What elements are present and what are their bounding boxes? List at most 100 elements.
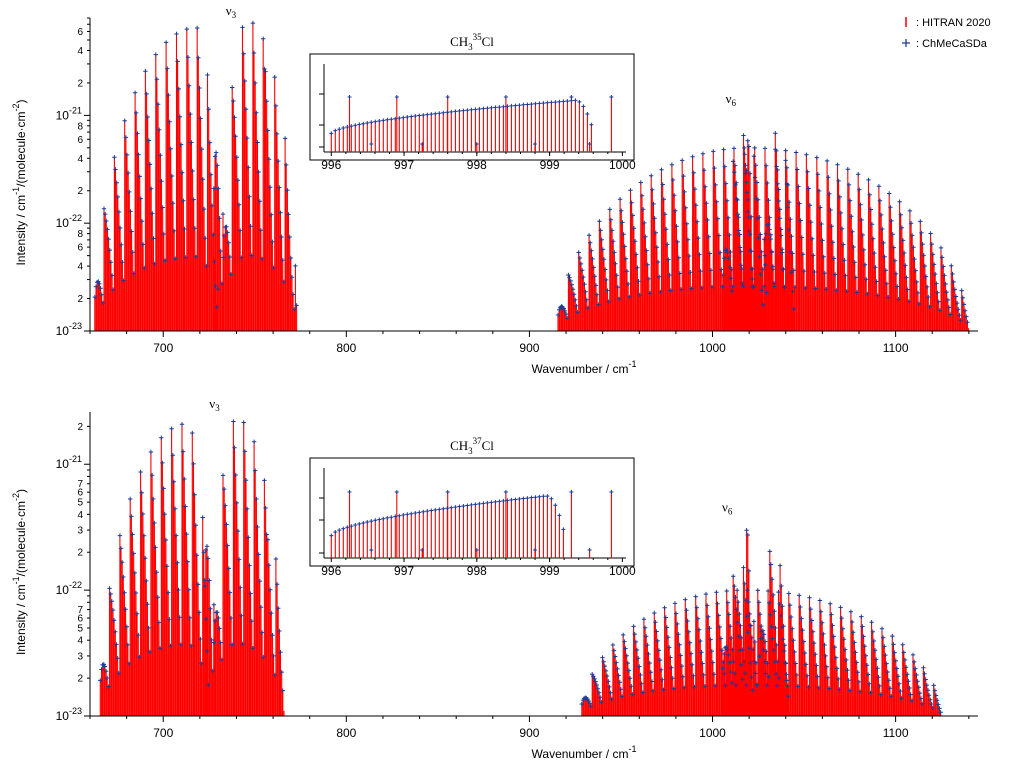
band-label-6: ν6 [726, 91, 737, 108]
legend-chmecasda-marker [902, 39, 910, 47]
inset-zoom: 996 997 998 999 1000 CH337Cl [309, 436, 636, 578]
hitran-lines [99, 421, 942, 716]
inset-x-tick-label: 999 [540, 158, 560, 172]
x-axis-title: Wavenumber / cm-1 [532, 744, 637, 761]
y-tick-label: 10-21 [56, 454, 82, 471]
y-minor-tick-label: 2 [77, 674, 83, 685]
y-minor-tick-label: 5 [77, 498, 83, 509]
inset-chmecasda-markers [329, 490, 614, 552]
chmecasda-envelope-5 [757, 549, 791, 699]
inset-frame [309, 53, 635, 161]
y-minor-tick-label: 2 [77, 186, 83, 197]
chmecasda-envelope-1 [211, 419, 285, 693]
x-tick-label: 800 [336, 726, 356, 740]
y-minor-tick-label: 7 [77, 605, 83, 616]
chmecasda-envelope-4 [720, 565, 760, 693]
axes [84, 17, 978, 337]
hitran-envelope-0 [94, 28, 219, 331]
spectrum [98, 419, 943, 716]
chmecasda-envelope-6 [744, 138, 755, 282]
x-tick-label: 900 [519, 726, 539, 740]
y-minor-tick-label: 6 [77, 135, 83, 146]
panel-ch3-35cl: 700 800 900 1000 1100 10-23 10-22 10-21 2 4 6 8 2 4 6 8… [11, 3, 978, 376]
chmecasda-envelope-3 [579, 587, 943, 715]
legend-chmecasda-label: : ChMeCaSDa [916, 38, 988, 50]
x-tick-label: 1000 [699, 726, 726, 740]
inset-frame [309, 457, 635, 567]
x-tick-label: 700 [153, 726, 173, 740]
x-tick-label: 1100 [883, 726, 909, 740]
inset-zoom: 996 997 998 999 1000 CH335Cl [309, 32, 636, 172]
x-tick-label: 1000 [699, 341, 726, 355]
chmecasda-markers [92, 20, 970, 325]
band-label-6: ν6 [722, 500, 733, 517]
y-axis-title: Intensity / cm-1/(molecule·cm-2) [11, 99, 28, 265]
y-tick-label: 10-23 [56, 706, 82, 723]
y-minor-tick-label: 6 [77, 488, 83, 499]
inset-x-tick-label: 997 [394, 158, 414, 172]
y-minor-tick-label: 5 [77, 624, 83, 635]
y-minor-tick-label: 6 [77, 27, 83, 38]
inset-x-tick-label: 996 [321, 158, 341, 172]
chmecasda-envelope-0 [92, 25, 221, 310]
inset-x-tick-label: 1000 [609, 564, 636, 578]
hitran-envelope-1 [222, 23, 298, 331]
y-axis-title: Intensity / cm-1/(molecule·cm-2) [11, 489, 28, 655]
inset-x-tick-label: 1000 [609, 158, 636, 172]
hitran-envelope-1 [213, 421, 285, 716]
y-minor-tick-label: 7 [77, 479, 83, 490]
y-minor-tick-label: 8 [77, 229, 83, 240]
y-minor-tick-label: 4 [77, 262, 83, 273]
y-minor-tick-label: 3 [77, 526, 83, 537]
chmecasda-envelope-5 [762, 131, 796, 312]
inset-x-tick-label: 998 [467, 564, 487, 578]
y-minor-tick-label: 6 [77, 614, 83, 625]
y-minor-tick-label: 2 [77, 78, 83, 89]
y-minor-tick-label: 3 [77, 651, 83, 662]
chmecasda-envelope-2 [211, 150, 226, 286]
inset-x-tick-label: 998 [467, 158, 487, 172]
x-tick-label: 700 [153, 341, 173, 355]
chmecasda-envelope-2 [202, 544, 217, 674]
chmecasda-envelope-0 [98, 422, 211, 689]
hitran-lines [94, 23, 970, 331]
hitran-envelope-2 [213, 152, 224, 331]
x-tick-label: 800 [336, 341, 356, 355]
inset-x-tick-label: 999 [540, 564, 560, 578]
inset-hitran-lines [330, 492, 612, 558]
legend: : HITRAN 2020 : ChMeCaSDa [902, 17, 991, 50]
hitran-envelope-5 [764, 133, 796, 331]
chmecasda-envelope-3 [555, 145, 970, 325]
y-minor-tick-label: 4 [77, 154, 83, 165]
band-label-3: ν3 [226, 3, 237, 20]
spectrum [92, 20, 970, 331]
x-axis-title: Wavenumber / cm-1 [532, 359, 637, 376]
axes [84, 412, 978, 722]
hitran-envelope-0 [99, 424, 209, 716]
y-minor-tick-label: 6 [77, 243, 83, 254]
y-minor-tick-label: 2 [77, 548, 83, 559]
y-minor-tick-label: 8 [77, 121, 83, 132]
x-tick-label: 900 [519, 341, 539, 355]
x-tick-label: 1100 [883, 341, 909, 355]
inset-title: CH337Cl [450, 436, 494, 456]
y-minor-tick-label: 2 [77, 294, 83, 305]
hitran-envelope-2 [204, 546, 215, 716]
chmecasda-envelope-4 [720, 133, 769, 308]
hitran-envelope-6 [746, 530, 751, 716]
inset-title: CH335Cl [450, 32, 494, 52]
y-tick-label: 10-22 [56, 213, 82, 230]
y-minor-tick-label: 4 [77, 636, 83, 647]
chmecasda-markers [98, 419, 943, 715]
inset-chmecasda-markers [329, 95, 614, 146]
y-tick-label: 10-23 [56, 321, 82, 338]
y-minor-tick-label: 2 [77, 422, 83, 433]
y-minor-tick-label: 4 [77, 510, 83, 521]
legend-hitran-label: : HITRAN 2020 [916, 17, 991, 29]
inset-x-tick-label: 996 [321, 564, 341, 578]
band-label-3: ν3 [209, 396, 220, 413]
y-tick-label: 10-21 [56, 105, 82, 122]
panel-ch3-37cl: 700 800 900 1000 110010-2310-2210-2123456723… [11, 396, 978, 761]
chmecasda-envelope-6 [744, 528, 753, 628]
